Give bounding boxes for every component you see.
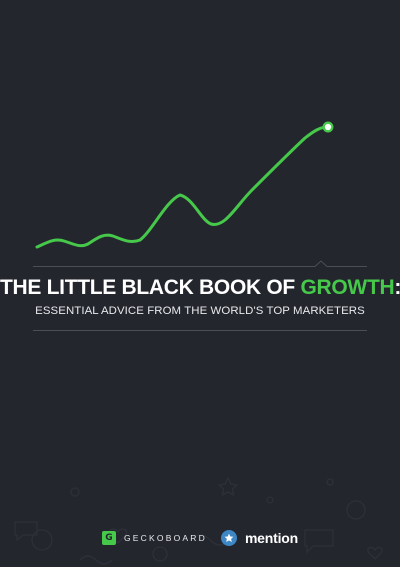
doodle-circle-icon-2 — [346, 500, 366, 520]
mention-star-icon — [220, 530, 237, 546]
growth-graph — [33, 121, 367, 267]
growth-line — [35, 125, 330, 249]
title-accent-word: GROWTH — [300, 276, 395, 299]
doodle-wave-icon — [79, 555, 113, 565]
doodle-ring-icon — [152, 546, 168, 562]
doodle-dot-icon-3 — [326, 478, 334, 486]
doodle-heart-icon — [108, 528, 128, 544]
bottom-divider — [33, 330, 367, 331]
title-colon: : — [394, 276, 400, 299]
book-subtitle: ESSENTIAL ADVICE FROM THE WORLD'S TOP MA… — [35, 305, 365, 317]
doodle-heart-icon-2 — [367, 546, 383, 560]
doodle-circle-icon — [31, 529, 53, 551]
geckoboard-wordmark: GECKOBOARD — [124, 533, 207, 543]
background-doodles — [14, 476, 383, 565]
sponsor-logos: G GECKOBOARD mention — [0, 527, 400, 549]
doodle-star-icon — [217, 476, 239, 497]
mention-brand: mention — [220, 530, 298, 546]
title-block: THE LITTLE BLACK BOOK OF GROWTH: ESSENTI… — [0, 275, 400, 317]
end-point-icon — [322, 121, 334, 133]
geckoboard-brand: G GECKOBOARD — [102, 531, 207, 545]
doodle-dot-icon — [70, 487, 80, 497]
mention-wordmark: mention — [244, 530, 298, 546]
top-divider-with-notch — [33, 260, 367, 267]
book-title: THE LITTLE BLACK BOOK OF GROWTH: — [0, 275, 400, 301]
doodle-chat-icon — [14, 521, 38, 542]
title-main: THE LITTLE BLACK BOOK OF — [0, 276, 301, 299]
geckoboard-logo-icon: G — [102, 531, 116, 545]
doodle-bubble-icon — [304, 529, 334, 554]
doodle-dot-icon-2 — [266, 496, 274, 504]
